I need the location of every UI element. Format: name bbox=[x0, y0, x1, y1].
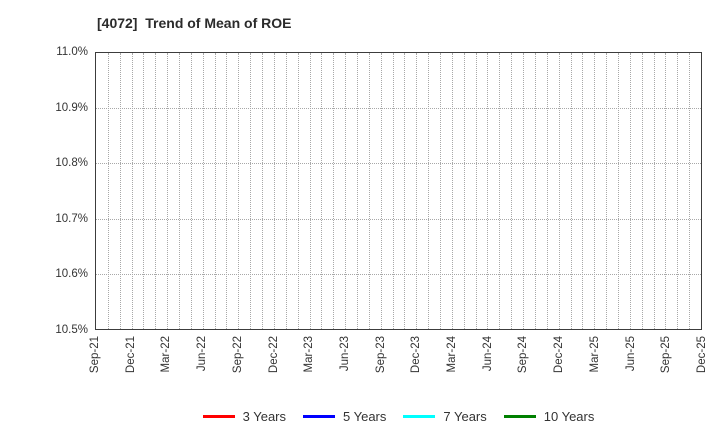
horizontal-gridline bbox=[96, 108, 701, 110]
y-tick-label: 10.6% bbox=[55, 268, 88, 281]
vertical-gridline bbox=[345, 53, 347, 329]
vertical-gridline bbox=[475, 53, 477, 329]
x-tick-label: Sep-24 bbox=[517, 336, 530, 374]
y-tick-label: 10.8% bbox=[55, 157, 88, 170]
vertical-gridline bbox=[190, 53, 192, 329]
vertical-gridline bbox=[167, 53, 169, 329]
vertical-gridline bbox=[416, 53, 418, 329]
x-tick-label: Dec-22 bbox=[267, 336, 280, 374]
vertical-gridline bbox=[392, 53, 394, 329]
vertical-gridline bbox=[238, 53, 240, 329]
x-tick-label: Mar-23 bbox=[303, 336, 316, 373]
y-tick-label: 11.0% bbox=[56, 46, 88, 58]
legend-label: 3 Years bbox=[242, 408, 286, 424]
legend-line-10-years bbox=[503, 414, 536, 418]
vertical-gridline bbox=[273, 53, 275, 329]
legend-item: 5 Years bbox=[303, 409, 386, 424]
vertical-gridline bbox=[404, 53, 406, 329]
legend-item: 3 Years bbox=[202, 408, 286, 424]
vertical-gridline bbox=[333, 53, 335, 329]
vertical-gridline bbox=[250, 53, 252, 329]
y-tick-label: 10.7% bbox=[55, 212, 88, 225]
x-tick-label: Jun-23 bbox=[338, 336, 351, 372]
vertical-gridline bbox=[285, 53, 287, 329]
vertical-gridline bbox=[546, 53, 548, 329]
y-tick-label: 10.5% bbox=[55, 324, 88, 336]
vertical-gridline bbox=[594, 53, 596, 329]
x-tick-label: Jun-24 bbox=[481, 336, 494, 372]
vertical-gridline bbox=[570, 53, 572, 329]
vertical-gridline bbox=[131, 53, 133, 329]
x-tick-label: Mar-25 bbox=[588, 336, 601, 373]
legend-item: 10 Years bbox=[503, 408, 595, 424]
x-tick-label: Sep-22 bbox=[231, 336, 244, 374]
legend-label: 10 Years bbox=[543, 408, 595, 424]
legend-line-7-years bbox=[403, 414, 436, 418]
vertical-gridline bbox=[297, 53, 299, 329]
vertical-gridline bbox=[463, 53, 465, 329]
vertical-gridline bbox=[641, 53, 643, 329]
legend-label: 7 Years bbox=[443, 408, 487, 424]
horizontal-gridline bbox=[96, 218, 701, 220]
chart-title: [4072] Trend of Mean of ROE bbox=[97, 15, 292, 31]
vertical-gridline bbox=[214, 53, 216, 329]
legend-item: 7 Years bbox=[403, 408, 487, 424]
x-tick-label: Sep-21 bbox=[89, 336, 101, 374]
x-tick-label: Mar-22 bbox=[160, 336, 173, 373]
vertical-gridline bbox=[356, 53, 358, 329]
vertical-gridline bbox=[511, 53, 513, 329]
plot-area bbox=[95, 52, 702, 330]
vertical-gridline bbox=[368, 53, 370, 329]
vertical-gridline bbox=[179, 53, 181, 329]
y-tick-label: 10.9% bbox=[55, 101, 88, 114]
vertical-gridline bbox=[582, 53, 584, 329]
vertical-gridline bbox=[487, 53, 489, 329]
vertical-gridline bbox=[428, 53, 430, 329]
vertical-gridline bbox=[143, 53, 145, 329]
vertical-gridline bbox=[119, 53, 121, 329]
x-tick-label: Sep-25 bbox=[660, 336, 673, 374]
vertical-gridline bbox=[309, 53, 311, 329]
vertical-gridline bbox=[534, 53, 536, 329]
vertical-gridline bbox=[262, 53, 264, 329]
vertical-gridline bbox=[653, 53, 655, 329]
vertical-gridline bbox=[155, 53, 157, 329]
horizontal-gridline bbox=[96, 163, 701, 165]
horizontal-gridline bbox=[96, 273, 701, 275]
vertical-gridline bbox=[523, 53, 525, 329]
legend-label: 5 Years bbox=[343, 408, 387, 424]
x-tick-label: Dec-21 bbox=[124, 336, 137, 374]
x-tick-label: Jun-25 bbox=[624, 336, 637, 372]
vertical-gridline bbox=[380, 53, 382, 329]
vertical-gridline bbox=[689, 53, 691, 329]
vertical-gridline bbox=[440, 53, 442, 329]
vertical-gridline bbox=[202, 53, 204, 329]
vertical-gridline bbox=[451, 53, 453, 329]
x-tick-label: Mar-24 bbox=[446, 336, 459, 373]
vertical-gridline bbox=[107, 53, 109, 329]
vertical-gridline bbox=[606, 53, 608, 329]
vertical-gridline bbox=[558, 53, 560, 329]
x-tick-label: Dec-23 bbox=[410, 336, 423, 374]
x-tick-label: Jun-22 bbox=[196, 336, 209, 372]
x-tick-label: Dec-25 bbox=[696, 336, 708, 374]
vertical-gridline bbox=[226, 53, 228, 329]
vertical-gridline bbox=[321, 53, 323, 329]
vertical-gridline bbox=[617, 53, 619, 329]
legend: 3 Years 5 Years 7 Years 10 Years bbox=[95, 405, 702, 427]
vertical-gridline bbox=[499, 53, 501, 329]
legend-line-3-years bbox=[202, 414, 235, 418]
x-tick-label: Dec-24 bbox=[553, 336, 566, 374]
vertical-gridline bbox=[629, 53, 631, 329]
vertical-gridline bbox=[665, 53, 667, 329]
x-tick-label: Sep-23 bbox=[374, 336, 387, 374]
vertical-gridline bbox=[677, 53, 679, 329]
legend-line-5-years bbox=[303, 414, 335, 418]
